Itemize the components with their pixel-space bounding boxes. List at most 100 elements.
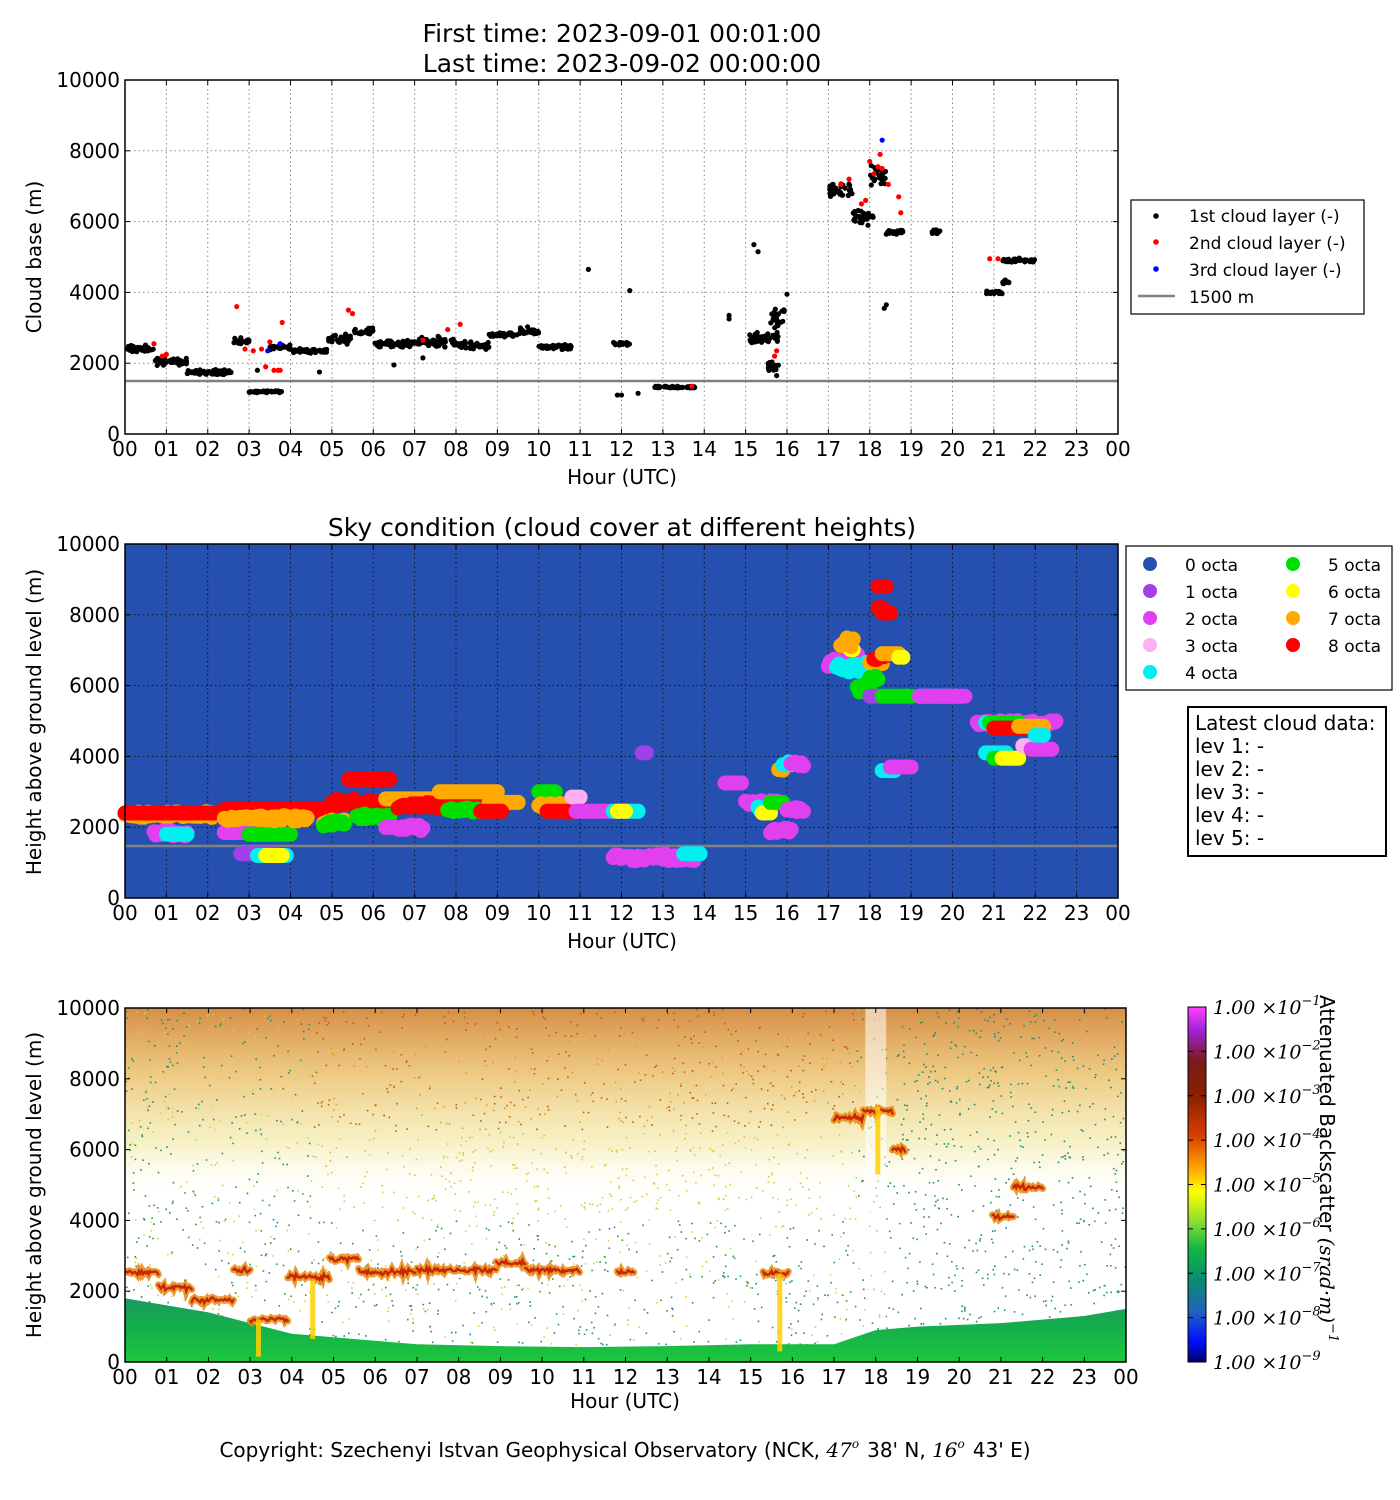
speckle — [934, 1195, 936, 1197]
speckle — [385, 1286, 387, 1289]
speckle — [327, 1173, 329, 1175]
speckle — [137, 1237, 140, 1239]
speckle — [828, 1026, 831, 1028]
speckle — [1004, 1256, 1007, 1258]
speckle — [260, 1230, 263, 1232]
layer1-point — [1012, 256, 1018, 262]
speckle — [500, 1308, 503, 1310]
speckle — [925, 1233, 927, 1235]
speckle — [653, 1182, 655, 1184]
speckle — [558, 1053, 560, 1055]
latest-box-frame — [1187, 706, 1387, 857]
speckle — [526, 1047, 529, 1049]
speckle — [510, 1193, 513, 1195]
speckle — [555, 1148, 558, 1150]
speckle — [940, 1287, 943, 1290]
speckle — [798, 1081, 801, 1084]
x-tick-label: 10 — [526, 901, 551, 925]
speckle — [590, 1094, 592, 1097]
speckle — [244, 1041, 246, 1043]
speckle — [1044, 1139, 1046, 1141]
speckle — [318, 1124, 320, 1126]
speckle — [372, 1283, 375, 1286]
x-tick-label: 05 — [319, 437, 344, 461]
speckle — [1106, 1016, 1108, 1019]
speckle — [727, 1306, 730, 1308]
speckle — [606, 1126, 609, 1128]
speckle — [700, 1174, 702, 1177]
speckle — [128, 1212, 130, 1215]
speckle — [544, 1113, 546, 1116]
speckle — [453, 1182, 456, 1184]
speckle — [924, 1285, 927, 1288]
speckle — [626, 1168, 628, 1170]
speckle — [1054, 1018, 1056, 1021]
speckle — [691, 1097, 694, 1099]
speckle — [437, 1288, 440, 1291]
speckle — [596, 1205, 599, 1207]
octa-point — [1044, 741, 1060, 757]
cloud-base-points — [124, 137, 1038, 398]
speckle — [282, 1163, 285, 1166]
speckle — [375, 1048, 377, 1051]
speckle — [857, 1009, 859, 1011]
layer1-point — [216, 370, 222, 376]
speckle — [739, 1339, 742, 1341]
speckle — [389, 1084, 392, 1086]
speckle — [431, 1341, 434, 1344]
speckle — [617, 1177, 620, 1179]
speckle — [911, 1130, 913, 1133]
speckle — [734, 1224, 736, 1227]
speckle — [994, 1035, 996, 1038]
speckle — [184, 1192, 186, 1194]
x-tick-label: 14 — [692, 437, 717, 461]
axis-ticks: 00 01 02 03 04 05 06 07 08 09 10 11 12 13 14 15 16 17 18 19… — [56, 68, 1130, 461]
speckle — [329, 1151, 332, 1154]
speckle — [680, 1114, 683, 1117]
speckle — [465, 1140, 467, 1142]
speckle — [961, 1189, 963, 1191]
speckle — [1099, 1286, 1101, 1289]
speckle — [727, 1028, 730, 1031]
speckle — [1122, 1117, 1125, 1120]
speckle — [468, 1225, 471, 1227]
speckle — [570, 1035, 573, 1037]
speckle — [814, 1243, 816, 1245]
speckle — [777, 1198, 779, 1201]
speckle — [1082, 1065, 1085, 1067]
speckle — [722, 1198, 725, 1200]
speckle — [641, 1018, 643, 1021]
y-tick-label: 10000 — [56, 68, 120, 92]
speckle — [353, 1206, 355, 1209]
speckle — [888, 1161, 891, 1163]
speckle — [458, 1060, 460, 1063]
x-tick-label: 08 — [443, 901, 468, 925]
speckle — [405, 1061, 408, 1063]
speckle — [535, 1200, 538, 1202]
speckle — [806, 1177, 808, 1179]
speckle — [994, 1070, 996, 1072]
speckle — [709, 1222, 712, 1224]
speckle — [565, 1226, 568, 1228]
speckle — [598, 1228, 601, 1231]
speckle — [993, 1021, 995, 1023]
speckle — [559, 1205, 562, 1207]
speckle — [980, 1316, 983, 1318]
layer1-point — [316, 369, 323, 375]
speckle — [645, 1054, 648, 1056]
speckle — [722, 1008, 724, 1011]
speckle — [992, 1067, 995, 1069]
speckle — [176, 1045, 178, 1047]
speckle — [183, 1035, 185, 1037]
speckle — [773, 1182, 776, 1184]
speckle — [314, 1156, 317, 1158]
speckle — [962, 1317, 965, 1320]
speckle — [287, 1250, 290, 1252]
speckle — [496, 1207, 498, 1209]
speckle — [568, 1258, 571, 1260]
speckle — [533, 1247, 535, 1250]
speckle — [459, 1265, 461, 1267]
layer1-point — [784, 291, 790, 297]
speckle — [339, 1242, 342, 1244]
speckle — [1063, 1100, 1066, 1102]
